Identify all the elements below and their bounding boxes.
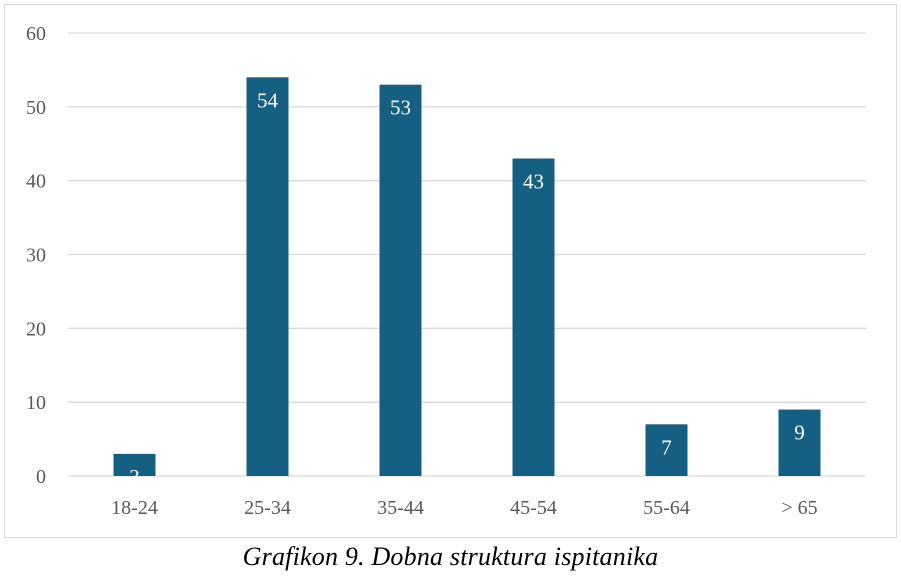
x-tick-label: 45-54 bbox=[510, 497, 557, 519]
y-tick-label: 30 bbox=[26, 245, 46, 267]
x-tick-label: > 65 bbox=[781, 497, 817, 519]
y-tick-label: 60 bbox=[26, 23, 46, 45]
x-tick-label: 18-24 bbox=[111, 497, 158, 519]
x-axis-tick-labels: 18-24 25-34 35-44 45-54 55-64 > 65 bbox=[111, 497, 817, 519]
y-tick-label: 0 bbox=[36, 466, 46, 488]
bar-18-24 bbox=[113, 453, 156, 476]
y-tick-label: 10 bbox=[26, 392, 46, 414]
bar-25-34 bbox=[246, 77, 289, 477]
y-tick-label: 40 bbox=[26, 171, 46, 193]
data-label: 7 bbox=[661, 435, 672, 459]
data-label: 54 bbox=[257, 88, 279, 112]
data-label: 53 bbox=[390, 96, 411, 120]
bar-data-labels: 3 54 53 43 7 9 bbox=[129, 88, 805, 489]
bar-chart: 0 10 20 30 40 50 60 3 54 53 43 7 9 18-24 25-34 35-44 4… bbox=[26, 23, 866, 519]
data-label: 9 bbox=[794, 421, 805, 445]
y-axis-tick-labels: 0 10 20 30 40 50 60 bbox=[26, 23, 46, 488]
data-label: 43 bbox=[523, 170, 544, 194]
gridlines bbox=[68, 32, 866, 477]
bar-> 65 bbox=[778, 409, 821, 476]
x-tick-label: 25-34 bbox=[244, 497, 291, 519]
x-tick-label: 55-64 bbox=[643, 497, 690, 519]
y-tick-label: 20 bbox=[26, 318, 46, 340]
bars bbox=[113, 77, 821, 477]
y-tick-label: 50 bbox=[26, 97, 46, 119]
bar-45-54 bbox=[512, 158, 555, 476]
bar-55-64 bbox=[645, 424, 688, 476]
data-label: 3 bbox=[129, 465, 140, 489]
chart-frame bbox=[4, 4, 897, 538]
chart-caption: Grafikon 9. Dobna struktura ispitanika bbox=[242, 542, 659, 571]
bar-35-44 bbox=[379, 84, 422, 476]
x-tick-label: 35-44 bbox=[377, 497, 424, 519]
